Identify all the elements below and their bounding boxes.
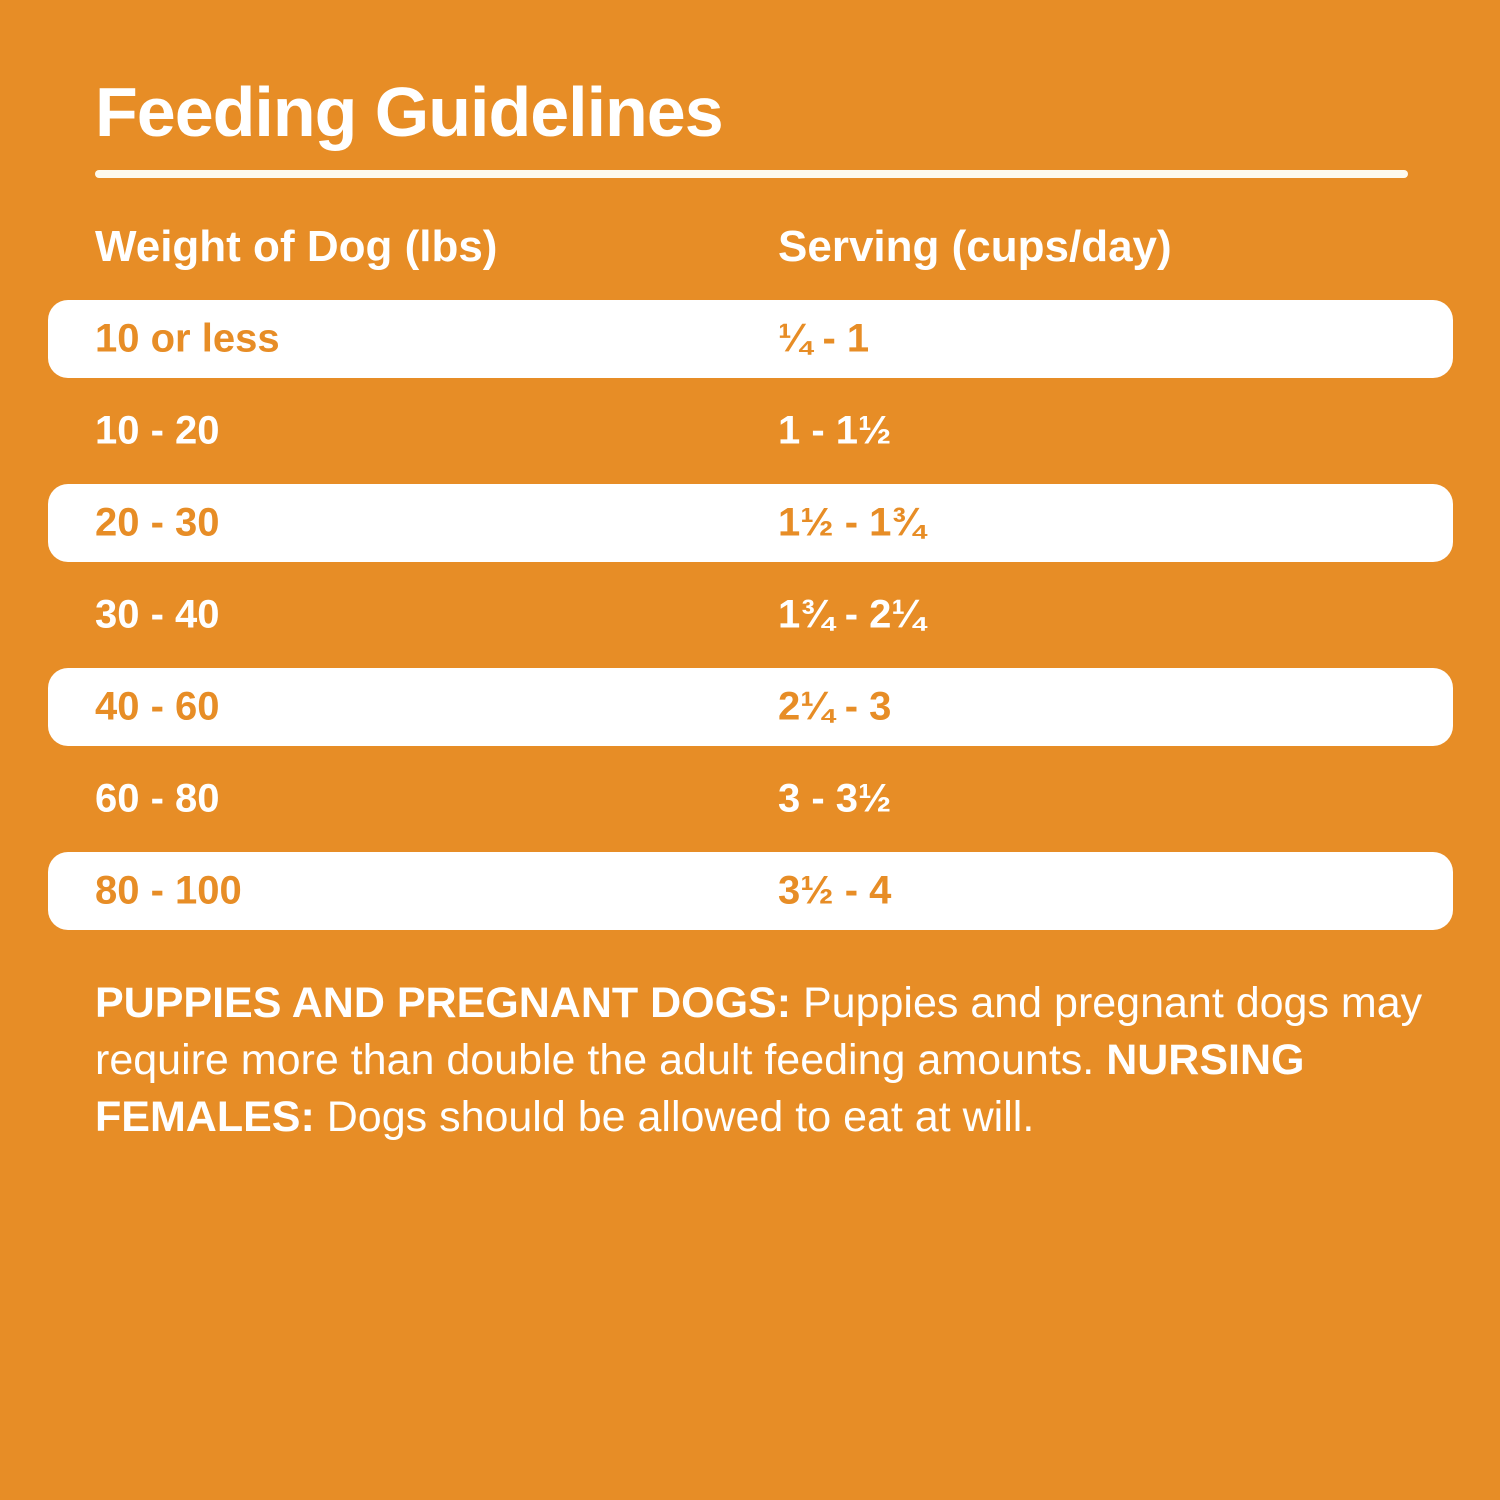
feeding-table: 10 or less ¼ - 1 10 - 20 1 - 1½ 20 - 30 … <box>48 300 1453 944</box>
table-header: Weight of Dog (lbs) Serving (cups/day) <box>0 222 1500 272</box>
weight-cell: 10 - 20 <box>95 408 220 453</box>
column-header-weight: Weight of Dog (lbs) <box>95 222 498 271</box>
serving-cell: 1 - 1½ <box>778 408 892 453</box>
weight-cell: 80 - 100 <box>95 868 242 913</box>
table-row: 80 - 100 3½ - 4 <box>48 852 1453 930</box>
weight-cell: 10 or less <box>95 316 280 361</box>
nursing-text: Dogs should be allowed to eat at will. <box>326 1093 1035 1141</box>
weight-cell: 40 - 60 <box>95 684 220 729</box>
table-row: 10 - 20 1 - 1½ <box>48 392 1453 470</box>
title-underline <box>95 170 1408 178</box>
weight-cell: 30 - 40 <box>95 592 220 637</box>
serving-cell: ¼ - 1 <box>778 316 870 361</box>
puppies-label: PUPPIES AND PREGNANT DOGS: <box>95 979 792 1027</box>
nursing-label: NURSING FEMALES: <box>95 1036 1305 1141</box>
table-row: 20 - 30 1½ - 1¾ <box>48 484 1453 562</box>
page-title: Feeding Guidelines <box>95 73 724 151</box>
weight-cell: 20 - 30 <box>95 500 220 545</box>
weight-cell: 60 - 80 <box>95 776 220 821</box>
table-row: 30 - 40 1¾ - 2¼ <box>48 576 1453 654</box>
serving-cell: 2¼ - 3 <box>778 684 892 729</box>
table-row: 60 - 80 3 - 3½ <box>48 760 1453 838</box>
table-row: 40 - 60 2¼ - 3 <box>48 668 1453 746</box>
serving-cell: 1½ - 1¾ <box>778 500 925 545</box>
column-header-serving: Serving (cups/day) <box>778 222 1172 271</box>
serving-cell: 3½ - 4 <box>778 868 892 913</box>
serving-cell: 3 - 3½ <box>778 776 892 821</box>
table-row: 10 or less ¼ - 1 <box>48 300 1453 378</box>
feeding-notes: PUPPIES AND PREGNANT DOGS: Puppies and p… <box>95 975 1430 1146</box>
serving-cell: 1¾ - 2¼ <box>778 592 925 637</box>
puppies-text: Puppies and pregnant dogs may require mo… <box>95 979 1423 1084</box>
